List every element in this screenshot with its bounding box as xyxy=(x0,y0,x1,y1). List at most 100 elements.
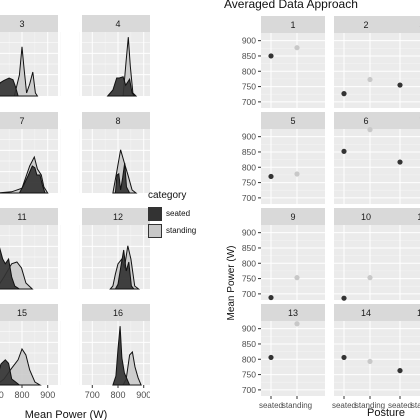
legend-item-standing: standing xyxy=(148,222,228,239)
facet-panel xyxy=(390,225,420,300)
point-seated xyxy=(397,82,403,88)
facet-strip xyxy=(0,112,58,129)
y-tick-label: 900 xyxy=(242,36,256,46)
facet-strip xyxy=(0,304,58,321)
y-tick-label: 900 xyxy=(242,324,256,334)
point-standing xyxy=(294,45,300,51)
facet-label: 8 xyxy=(115,116,120,126)
facet-strip xyxy=(390,208,420,225)
legend-swatch-seated xyxy=(148,206,162,221)
facet-label: 13 xyxy=(288,308,298,318)
facet-label: 12 xyxy=(113,212,123,222)
density-chart: 3 4 7 8 11 12 15 700 800 900 16 700 800 900 Mean Power… xyxy=(0,15,150,420)
y-tick-label: 850 xyxy=(242,147,256,157)
facet-strip xyxy=(261,112,325,129)
y-tick-label: 700 xyxy=(242,97,256,107)
point-seated xyxy=(341,91,347,97)
x-axis-title: Posture xyxy=(367,407,405,419)
legend-item-seated: seated xyxy=(148,205,228,222)
density-seated xyxy=(0,247,22,290)
facet-label: 16 xyxy=(113,308,123,318)
density-seated xyxy=(0,359,21,386)
facet-label: 1 xyxy=(290,20,295,30)
point-seated xyxy=(397,159,403,165)
point-standing xyxy=(367,275,373,281)
facet-panel xyxy=(334,33,398,108)
x-tick-label: standing xyxy=(411,401,420,410)
y-tick-label: 900 xyxy=(242,132,256,142)
facet-strip xyxy=(390,112,420,129)
density-seated xyxy=(18,165,46,194)
facet-panel xyxy=(390,321,420,396)
facet-panel xyxy=(334,129,398,204)
facet-strip xyxy=(334,16,398,33)
y-tick-label: 800 xyxy=(242,354,256,364)
facet-panel xyxy=(390,129,420,204)
facet-label: 11 xyxy=(17,212,26,222)
y-tick-label: 850 xyxy=(242,243,256,253)
density-seated xyxy=(112,326,131,386)
x-axis-title: Mean Power (W) xyxy=(25,409,108,420)
facet-panel xyxy=(261,129,325,204)
point-standing xyxy=(367,127,373,133)
legend-title: category xyxy=(148,190,187,201)
x-tick-label: seated xyxy=(388,401,412,410)
y-tick-label: 750 xyxy=(242,370,256,380)
y-tick-label: 900 xyxy=(242,228,256,238)
facet-label: 6 xyxy=(363,116,368,126)
x-tick-label: seated xyxy=(332,401,356,410)
chart-title: Averaged Data Approach xyxy=(224,0,358,11)
facet-label: 10 xyxy=(361,212,371,222)
facet-strip xyxy=(261,16,325,33)
facet-strip xyxy=(390,304,420,321)
point-seated xyxy=(341,354,347,361)
facet-label: 15 xyxy=(17,308,27,318)
point-seated xyxy=(397,367,403,374)
facet-panel xyxy=(334,225,398,300)
facet-label: 5 xyxy=(290,116,295,126)
facet-panel xyxy=(390,33,420,108)
point-seated xyxy=(268,173,274,180)
y-tick-label: 800 xyxy=(242,162,256,172)
x-tick-label: 700 xyxy=(85,390,100,400)
facet-panel xyxy=(261,33,325,108)
y-tick-label: 700 xyxy=(242,193,256,203)
density-standing xyxy=(122,37,138,97)
x-tick-label: 900 xyxy=(40,390,55,400)
facet-strip xyxy=(334,112,398,129)
facet-strip xyxy=(0,15,58,32)
x-tick-label: 800 xyxy=(14,390,29,400)
point-standing xyxy=(294,321,300,327)
facet-strip xyxy=(261,304,325,321)
x-tick-label: seated xyxy=(259,401,283,410)
facet-strip xyxy=(334,304,398,321)
x-tick-label: standing xyxy=(282,401,312,410)
facet-panel xyxy=(261,321,325,396)
y-tick-label: 800 xyxy=(242,66,256,76)
point-seated xyxy=(341,295,347,301)
y-tick-label: 700 xyxy=(242,385,256,395)
facet-label: 9 xyxy=(290,212,295,222)
facet-label: 7 xyxy=(19,116,24,126)
legend-label-standing: standing xyxy=(166,226,197,235)
density-seated xyxy=(114,249,135,290)
x-tick-label: 900 xyxy=(136,390,150,400)
facet-strip xyxy=(82,15,150,32)
x-tick-label: 800 xyxy=(110,390,125,400)
point-seated xyxy=(341,148,347,154)
facet-label: 4 xyxy=(115,19,120,29)
y-tick-label: 850 xyxy=(242,339,256,349)
facet-label: 2 xyxy=(363,20,368,30)
point-standing xyxy=(367,358,373,365)
point-seated xyxy=(268,294,274,301)
point-standing xyxy=(294,275,300,281)
point-standing xyxy=(294,171,300,177)
facet-label: 3 xyxy=(19,19,24,29)
y-tick-label: 700 xyxy=(242,289,256,299)
point-standing xyxy=(367,76,373,83)
y-tick-label: 750 xyxy=(242,178,256,188)
legend-swatch-standing xyxy=(148,223,162,238)
density-standing xyxy=(13,46,39,97)
facet-strip xyxy=(261,208,325,225)
facet-strip xyxy=(82,112,150,129)
